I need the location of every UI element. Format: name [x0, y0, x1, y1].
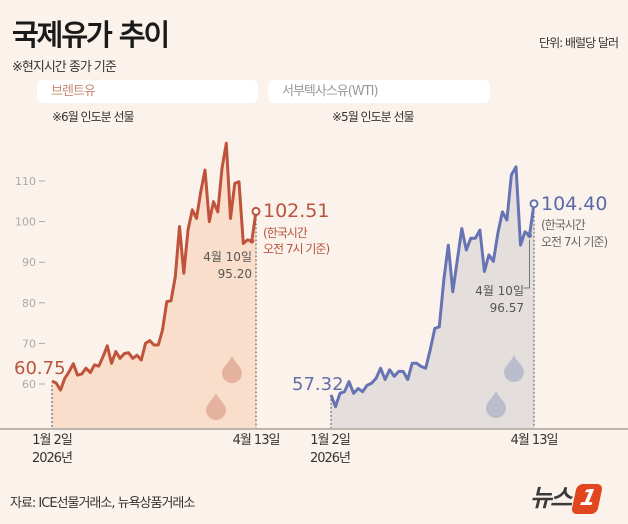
- subtitle: ※현지시간 종가 기준: [12, 60, 117, 75]
- y-tick-label: 110: [15, 175, 36, 188]
- page-title: 국제유가 추이: [12, 18, 170, 52]
- wti-callout-point: [526, 233, 532, 239]
- brent-end-note-1: (한국시간: [263, 226, 308, 240]
- y-tick-label: 80: [22, 297, 36, 310]
- wti-x-start: 1월 2일 2026년: [309, 433, 351, 466]
- oil-drop-icon: [222, 356, 242, 383]
- oil-drop-icon: [486, 391, 506, 418]
- wti-x-end: 4월 13일: [510, 433, 559, 448]
- y-tick-label: 60: [22, 378, 36, 391]
- wti-callout-leader: [523, 239, 530, 289]
- wti-start-label: 57.32: [292, 374, 344, 395]
- brent-end-note-2: 오전 7시 기준): [263, 242, 330, 256]
- source-note: 자료: ICE선물거래소, 뉴욕상품거래소: [10, 496, 195, 511]
- oil-drop-icon: [504, 355, 524, 382]
- brent-callout-value: 95.20: [217, 267, 252, 281]
- brent-note: ※6월 인도분 선물: [52, 110, 135, 124]
- oil-drop-icon: [206, 393, 226, 420]
- wti-panel-title: 서부텍사스유(WTI): [268, 80, 490, 103]
- brent-end-label: 102.51: [263, 200, 330, 222]
- wti-callout-value: 96.57: [489, 301, 524, 315]
- y-tick-label: 90: [22, 256, 36, 269]
- wti-end-label: 104.40: [541, 193, 608, 215]
- wti-area-fill: [331, 166, 534, 429]
- unit-label: 단위: 배럴당 달러: [539, 36, 619, 50]
- brent-start-label: 60.75: [14, 358, 66, 379]
- news1-logo: 뉴스 1: [530, 478, 604, 514]
- brent-x-start: 1월 2일 2026년: [31, 433, 73, 466]
- wti-end-note-1: (한국시간: [541, 218, 586, 232]
- brent-callout-date: 4월 10일: [203, 250, 252, 264]
- brent-callout-point: [249, 238, 255, 244]
- y-tick-label: 100: [15, 216, 36, 229]
- wti-end-marker: [529, 199, 539, 209]
- wti-callout-date: 4월 10일: [475, 284, 524, 298]
- wti-price-line: [329, 165, 536, 409]
- wti-end-note-2: 오전 7시 기준): [541, 235, 608, 249]
- brent-x-end: 4월 13일: [232, 433, 281, 448]
- y-tick-label: 70: [22, 337, 36, 350]
- brent-area-fill: [52, 143, 256, 428]
- wti-note: ※5월 인도분 선물: [332, 110, 415, 124]
- brent-end-marker: [251, 206, 261, 216]
- brent-panel-title: 브렌트유: [37, 80, 258, 103]
